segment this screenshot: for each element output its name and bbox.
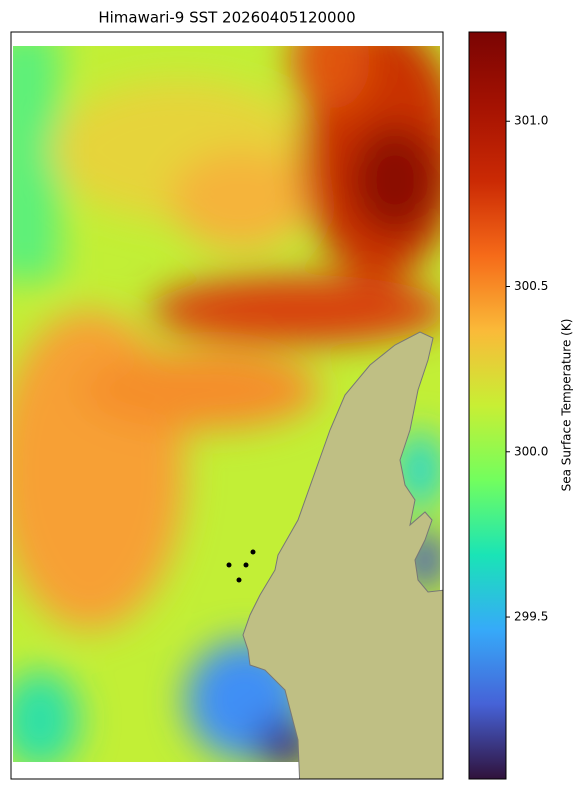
map-title: Himawari-9 SST 20260405120000 [98,9,355,27]
colorbar-gradient [468,31,507,780]
land [242,331,443,779]
map-frame [10,31,444,780]
colorbar-tick-label: 301.0 [514,114,548,128]
colorbar-label: Sea Surface Temperature (K) [560,319,574,492]
colorbar-tick-label: 300.0 [514,444,548,458]
stations [226,549,256,583]
colorbar-tick-label: 300.5 [514,279,548,293]
colorbar-tick-label: 299.5 [514,610,548,624]
sst-field [13,46,440,762]
colorbar [468,31,507,780]
